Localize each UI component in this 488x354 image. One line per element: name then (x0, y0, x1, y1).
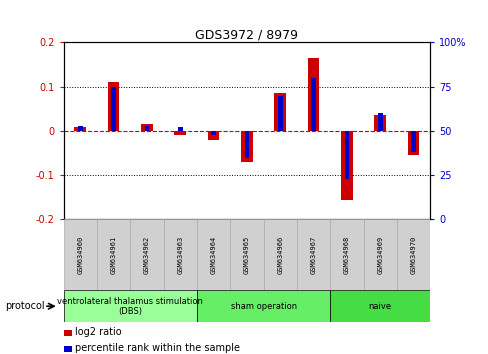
Bar (144, 126, 149, 131)
Bar (329, 290, 429, 322)
Text: GSM634970: GSM634970 (410, 236, 416, 274)
Bar (311, 78, 315, 131)
Bar (410, 131, 415, 152)
Bar (63, 290, 197, 322)
Bar (197, 290, 329, 322)
Text: GSM634968: GSM634968 (343, 236, 349, 274)
Bar (207, 131, 219, 140)
Bar (211, 131, 216, 135)
Bar (407, 131, 419, 155)
Bar (130, 219, 163, 290)
Text: GSM634961: GSM634961 (110, 236, 116, 274)
Bar (263, 219, 296, 290)
Bar (230, 219, 263, 290)
Bar (141, 124, 152, 131)
Bar (174, 131, 186, 136)
Bar (277, 96, 282, 131)
Bar (244, 131, 249, 158)
Bar (97, 219, 130, 290)
Text: GSM634963: GSM634963 (177, 236, 183, 274)
Text: percentile rank within the sample: percentile rank within the sample (75, 343, 240, 353)
Text: naive: naive (368, 302, 391, 311)
Bar (329, 219, 363, 290)
Bar (377, 113, 382, 131)
Bar (307, 58, 319, 131)
Text: GSM634967: GSM634967 (310, 236, 316, 274)
Text: GSM634960: GSM634960 (77, 236, 83, 274)
Text: ventrolateral thalamus stimulation
(DBS): ventrolateral thalamus stimulation (DBS) (57, 297, 203, 316)
Text: GSM634965: GSM634965 (244, 236, 249, 274)
Bar (274, 93, 285, 131)
Text: GSM634964: GSM634964 (210, 236, 216, 274)
Bar (396, 219, 429, 290)
Bar (344, 131, 348, 179)
Text: sham operation: sham operation (230, 302, 296, 311)
Bar (74, 127, 86, 131)
Text: protocol: protocol (5, 301, 44, 311)
Bar (296, 219, 329, 290)
Bar (63, 219, 97, 290)
Text: GSM634966: GSM634966 (277, 236, 283, 274)
Bar (78, 126, 82, 131)
Bar (374, 115, 386, 131)
Bar (241, 131, 252, 162)
Text: GSM634962: GSM634962 (143, 236, 150, 274)
Bar (178, 127, 182, 131)
Bar (107, 82, 119, 131)
Bar (163, 219, 197, 290)
Bar (197, 219, 230, 290)
Bar (111, 87, 116, 131)
Text: GSM634969: GSM634969 (377, 236, 383, 274)
Bar (341, 131, 352, 200)
Bar (363, 219, 396, 290)
Text: log2 ratio: log2 ratio (75, 327, 122, 337)
Title: GDS3972 / 8979: GDS3972 / 8979 (195, 28, 298, 41)
